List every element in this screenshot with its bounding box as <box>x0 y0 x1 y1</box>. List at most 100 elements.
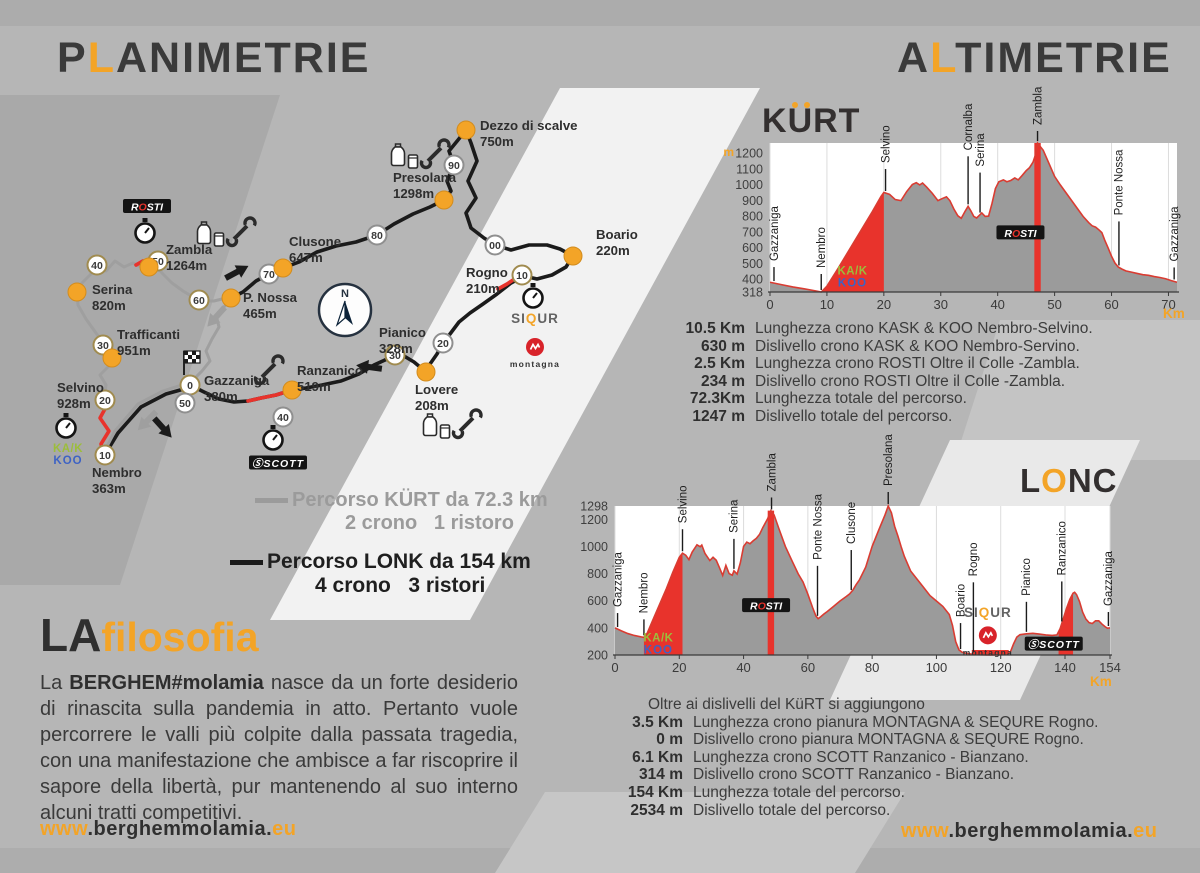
elevation-profile-line <box>614 503 1111 656</box>
stats-desc: Dislivello crono SCOTT Ranzanico - Bianz… <box>693 766 1015 784</box>
kurt-title-u: U <box>788 102 814 141</box>
km-marker <box>366 224 388 246</box>
town-dot <box>456 120 476 140</box>
y-tick-label: 318 <box>742 286 763 300</box>
km-marker-label: 80 <box>371 230 383 242</box>
kurt-title-part: RT <box>813 102 861 140</box>
filosofia-heading-dark: LA <box>40 609 102 661</box>
km-marker-label: 10 <box>99 450 111 462</box>
place-label: Zambla <box>766 453 778 492</box>
town-elevation: 519m <box>297 379 331 394</box>
wrench-icon <box>451 408 483 440</box>
km-marker-label: 90 <box>448 160 460 172</box>
km-marker <box>94 389 116 411</box>
scott-logo-text: ⓈSCOTT <box>1028 638 1081 651</box>
rosti-logo <box>996 225 1045 240</box>
town-dot <box>221 288 241 308</box>
stats-value: 10.5 Km <box>685 320 745 337</box>
website-url[interactable]: www.berghemmolamia.eu <box>901 820 1158 843</box>
town-label: Zambla <box>166 242 213 257</box>
bottle-body <box>390 146 406 167</box>
website-url[interactable]: www.berghemmolamia.eu <box>40 818 297 841</box>
scott-logo-text: ⓈSCOTT <box>252 457 305 470</box>
y-tick-label: 900 <box>742 194 763 208</box>
elevation-profile-line <box>769 141 1178 293</box>
can-body <box>439 424 451 439</box>
siqur-logo: SIQUR <box>964 605 1012 620</box>
y-tick-label: 500 <box>742 257 763 271</box>
website-url-part: .berghemmolamia. <box>87 818 273 840</box>
stopwatch-hand <box>144 227 150 234</box>
rosti-logo-text: ROSTI <box>131 202 164 214</box>
compass-north-label: N <box>341 288 349 300</box>
km-marker <box>174 392 196 414</box>
x-tick-label: 50 <box>1047 297 1061 312</box>
paragraph-text: nasce da un forte desiderio di rinascita… <box>40 672 518 824</box>
town-dot <box>102 348 122 368</box>
website-url-part: eu <box>272 818 297 840</box>
flag-check <box>184 359 188 363</box>
y-tick-label: 400 <box>742 273 763 287</box>
kurt-chart-title: KU RT <box>762 102 860 141</box>
montagna-logo-mark <box>982 631 994 639</box>
km-marker-label: 40 <box>91 260 103 272</box>
place-label: Gazzaniga <box>1169 206 1181 262</box>
km-marker <box>94 444 116 466</box>
stopwatch-hand <box>272 434 278 441</box>
crono-fill <box>821 192 884 292</box>
legend-kurt-label: Percorso KÜRT da 72.3 km <box>292 489 548 511</box>
town-elevation: 750m <box>480 134 514 149</box>
km-marker-label: 50 <box>179 398 191 410</box>
flag-check <box>192 359 196 363</box>
stats-desc: Lunghezza crono KASK & KOO Nembro-Selvin… <box>755 320 1093 337</box>
town-dot <box>139 257 159 277</box>
y-axis-unit-label: m <box>723 145 734 159</box>
wrench-head <box>437 138 451 152</box>
town-elevation: 1264m <box>166 258 207 273</box>
legend-kurt-sub: 2 crono 1 ristoro <box>345 512 514 534</box>
stats-desc: Lunghezza crono pianura MONTAGNA & SEQUR… <box>693 713 1099 731</box>
scott-logo <box>249 455 307 470</box>
km-marker-label: 30 <box>97 340 109 352</box>
y-tick-label: 1298 <box>580 500 608 514</box>
stats-value: 154 Km <box>627 783 683 801</box>
can-body <box>213 232 225 247</box>
scott-logo <box>1024 636 1083 651</box>
checkered-flag-icon <box>183 350 201 375</box>
y-tick-label: 600 <box>742 241 763 255</box>
stats-row: 1247 m Dislivello totale del percorso. <box>660 408 1180 426</box>
stats-row: 2.5 Km Lunghezza crono ROSTI Oltre il Col… <box>660 355 1180 373</box>
website-url-part: www <box>40 818 88 840</box>
stats-row: 3.5 Km Lunghezza crono pianura MONTAGNA &… <box>598 714 1178 732</box>
y-tick-label: 800 <box>587 567 608 581</box>
filosofia-heading: LAfilosofia <box>40 608 518 662</box>
stats-desc: Dislivello crono KASK & KOO Nembro-Servi… <box>755 337 1080 355</box>
place-label: Ponte Nossa <box>1114 149 1126 215</box>
place-label: Gazzaniga <box>769 205 781 261</box>
website-url-part: .berghemmolamia. <box>948 820 1134 842</box>
stats-desc: Lunghezza crono ROSTI Oltre il Colle -Za… <box>755 355 1080 373</box>
town-label: P. Nossa <box>243 290 298 305</box>
lonc-title-accent-letter: O <box>1041 462 1068 499</box>
km-marker <box>432 332 454 354</box>
place-label: Serina <box>729 499 741 533</box>
legend-lonk-label: Percorso LONK da 154 km <box>267 550 531 573</box>
town-elevation: 220m <box>596 243 630 258</box>
place-label: Zambla <box>1032 86 1044 125</box>
town-label: Clusone <box>289 234 341 249</box>
km-marker-label: 0 <box>187 380 193 392</box>
kask-logo: KA/K <box>643 632 673 644</box>
x-tick-label: 120 <box>990 660 1012 675</box>
km-marker <box>272 406 294 428</box>
website-url-part: www <box>901 820 949 842</box>
rosti-logo-text: ROSTI <box>1004 228 1037 240</box>
km-marker <box>86 254 108 276</box>
koo-logo: KOO <box>53 455 82 467</box>
place-label: Serina <box>975 133 987 167</box>
x-tick-label: 154 <box>1099 660 1121 675</box>
town-label: Ranzanico <box>297 363 363 378</box>
x-axis-unit-label: Km <box>1163 306 1185 321</box>
km-marker-label: 30 <box>389 350 401 362</box>
